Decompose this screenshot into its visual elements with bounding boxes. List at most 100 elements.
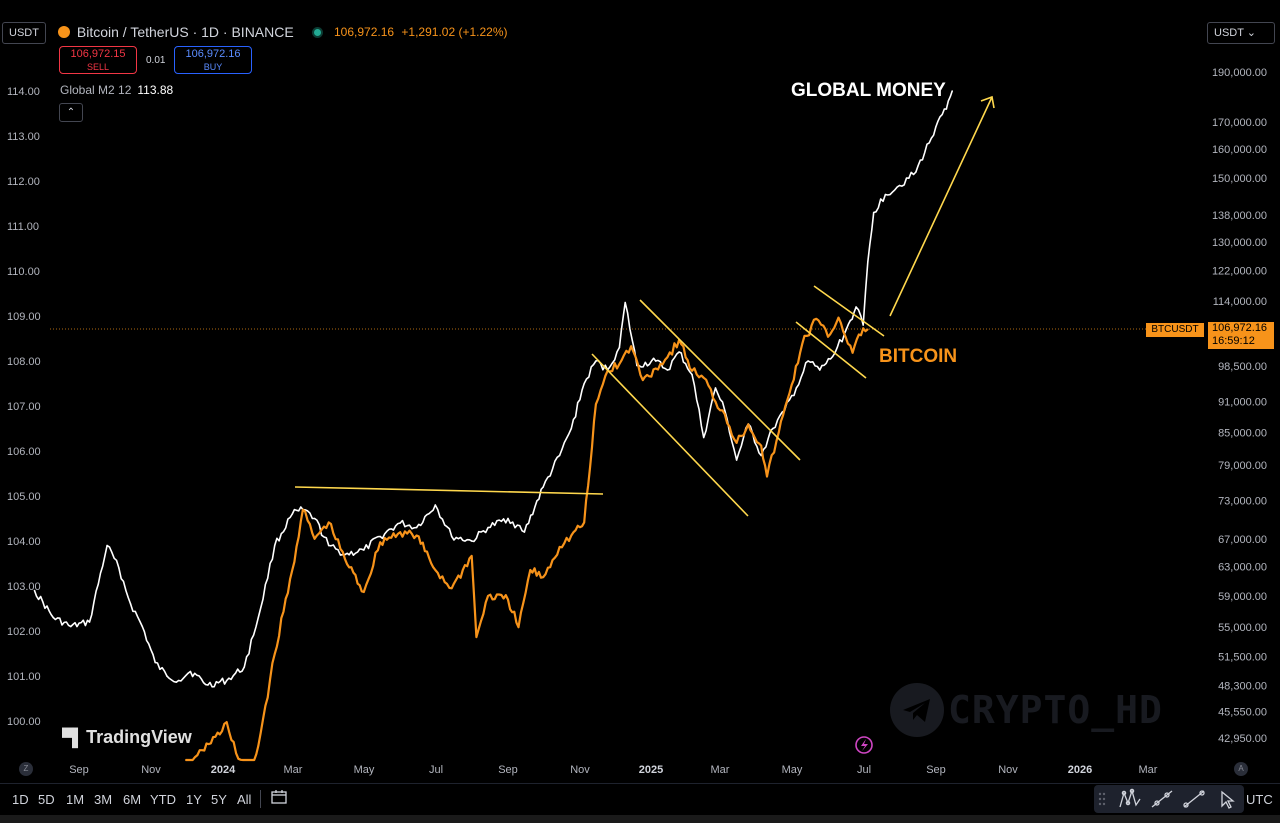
buy-price: 106,972.16	[185, 48, 241, 60]
global-m2-point	[951, 90, 953, 92]
global-m2-point	[945, 108, 948, 110]
timeframe-1m[interactable]: 1M	[66, 792, 85, 807]
bitcoin-point	[184, 759, 187, 761]
bitcoin-point	[630, 345, 632, 348]
right-axis-tick: 79,000.00	[1218, 460, 1267, 472]
buy-button[interactable]: 106,972.16 BUY	[174, 46, 252, 74]
bitcoin-point	[470, 555, 473, 557]
cursor-tool-icon[interactable]	[1221, 790, 1235, 809]
global-m2-point	[570, 427, 573, 430]
timeframe-1d[interactable]: 1D	[12, 792, 29, 807]
bitcoin-point	[327, 521, 330, 524]
bitcoin-point	[760, 444, 762, 447]
right-axis-tick: 67,000.00	[1218, 534, 1267, 546]
bitcoin-point	[851, 352, 854, 354]
global-m2-point	[583, 382, 585, 385]
global-m2-point	[313, 517, 316, 520]
bitcoin-point	[654, 367, 657, 370]
price-tag-countdown: 16:59:12	[1212, 335, 1255, 347]
projection-arrow-head	[980, 95, 995, 109]
global-m2-point	[772, 427, 774, 430]
bitcoin-point	[507, 598, 509, 601]
global-m2-point	[487, 526, 489, 529]
crypto-hd-watermark: CRYPTO_HD	[890, 683, 1163, 737]
bitcoin-point	[618, 363, 621, 365]
right-axis-tick: 150,000.00	[1212, 173, 1267, 185]
bitcoin-point	[747, 423, 750, 426]
global-m2-point	[523, 531, 526, 533]
global-m2-point	[379, 535, 382, 538]
auto-scale-button[interactable]: A	[1234, 762, 1248, 776]
currency-select-right[interactable]: USDT ⌄	[1207, 22, 1275, 44]
global-m2-point	[363, 549, 365, 551]
sell-button[interactable]: 106,972.15 SELL	[59, 46, 137, 74]
indicator-legend[interactable]: Global M2 12 113.88	[60, 83, 173, 97]
bitcoin-point	[302, 508, 304, 511]
z-button[interactable]: Z	[19, 762, 33, 776]
global-m2-point	[542, 486, 544, 488]
sell-price: 106,972.15	[70, 48, 126, 60]
right-axis-tick: 190,000.00	[1212, 67, 1267, 79]
global-m2-point	[118, 567, 120, 569]
bitcoin-point	[221, 730, 223, 733]
global-money-annotation: GLOBAL MONEY	[791, 80, 946, 101]
global-m2-point	[154, 661, 156, 664]
timeframe-ytd[interactable]: YTD	[150, 792, 176, 807]
timeframe-3m[interactable]: 3M	[94, 792, 113, 807]
left-axis-tick: 110.00	[7, 266, 40, 278]
timeframe-5d[interactable]: 5D	[38, 792, 55, 807]
currency-select-left[interactable]: USDT	[2, 22, 46, 44]
bitcoin-point	[790, 384, 793, 386]
bitcoin-point	[801, 343, 803, 345]
price-tag-price: 106,972.16	[1212, 322, 1268, 334]
timeframe-5y[interactable]: 5Y	[211, 792, 227, 807]
global-m2-point	[129, 603, 132, 605]
tradingview-wordmark: TradingView	[86, 727, 192, 747]
timeframe-6m[interactable]: 6M	[123, 792, 142, 807]
x-axis-tick: May	[782, 764, 803, 776]
global-m2-point	[654, 360, 657, 362]
collapse-legend-button[interactable]: ⌃	[59, 103, 83, 122]
right-axis-tick: 170,000.00	[1212, 117, 1267, 129]
trendline-tool-icon[interactable]	[1151, 790, 1173, 808]
timeframe-all[interactable]: All	[237, 792, 252, 807]
pattern-tool-icon[interactable]	[1119, 788, 1141, 808]
bitcoin-point	[589, 467, 591, 469]
projection-arrow-line	[889, 96, 993, 317]
bitcoin-point	[570, 534, 573, 537]
right-axis-tick: 130,000.00	[1212, 237, 1267, 249]
x-axis-tick: Nov	[570, 764, 590, 776]
global-m2-point	[450, 535, 453, 538]
global-m2-point	[702, 436, 705, 439]
right-axis-tick: 51,500.00	[1218, 652, 1267, 664]
timeframe-1y[interactable]: 1Y	[186, 792, 202, 807]
bitcoin-point	[237, 758, 240, 760]
lightning-icon[interactable]	[855, 736, 873, 754]
global-m2-point	[470, 540, 473, 542]
bitcoin-point	[344, 558, 346, 561]
watermark-text: CRYPTO_HD	[948, 688, 1163, 732]
left-axis: 100.00 101.00 102.00 103.00 104.00 105.00 106.…	[7, 86, 41, 728]
global-m2-point	[867, 261, 869, 263]
indicator-name: Global M2 12	[60, 83, 132, 97]
calendar-range-icon[interactable]	[270, 789, 288, 805]
global-m2-point	[257, 616, 260, 619]
bitcoin-point	[363, 591, 365, 593]
x-axis-tick: Nov	[998, 764, 1018, 776]
timezone-button[interactable]: UTC	[1246, 792, 1273, 807]
drag-handle-icon[interactable]	[1098, 792, 1106, 806]
price-change: 106,972.16 +1,291.02 (+1.22%)	[334, 25, 507, 39]
right-axis-tick: 85,000.00	[1218, 427, 1267, 439]
daily-change: +1,291.02 (+1.22%)	[401, 25, 508, 39]
indicator-value: 113.88	[137, 83, 174, 97]
right-axis-tick: 91,000.00	[1218, 397, 1267, 409]
left-axis-tick: 113.00	[7, 131, 40, 143]
last-price: 106,972.16	[334, 25, 395, 39]
symbol-title[interactable]: Bitcoin / TetherUS · 1D · BINANCE	[58, 24, 321, 40]
bitcoin-point	[273, 653, 276, 655]
bitcoin-point	[399, 531, 402, 533]
global-m2-point	[735, 459, 738, 461]
ray-tool-icon[interactable]	[1183, 790, 1205, 808]
right-axis-tick: 122,000.00	[1212, 265, 1267, 277]
